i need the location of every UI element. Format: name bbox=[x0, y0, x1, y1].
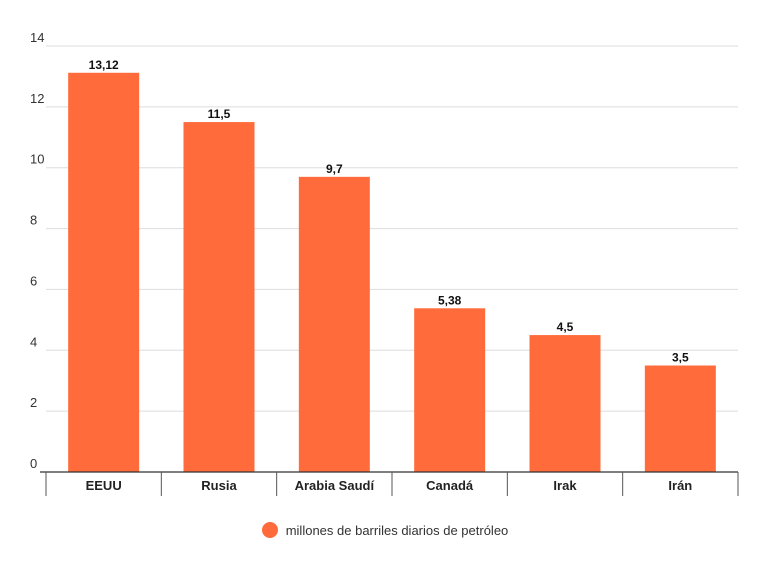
data-label: 3,5 bbox=[672, 351, 689, 365]
x-axis: EEUU Rusia Arabia Saudí Canadá Irak Irán bbox=[40, 471, 739, 496]
legend-label: millones de barriles diarios de petróleo bbox=[285, 522, 509, 538]
x-tick-label: Irak bbox=[553, 478, 577, 493]
data-label: 5,38 bbox=[438, 293, 462, 307]
y-tick-label: 14 bbox=[30, 30, 44, 45]
y-tick-label: 12 bbox=[30, 91, 44, 106]
y-tick-label: 0 bbox=[30, 456, 37, 471]
data-labels: 13,12 11,5 9,7 5,38 4,5 3,5 bbox=[89, 58, 689, 365]
data-label: 11,5 bbox=[208, 107, 231, 121]
legend-swatch bbox=[261, 522, 278, 538]
bar[interactable] bbox=[298, 176, 370, 473]
x-tick-label: Canadá bbox=[426, 478, 474, 493]
y-tick-label: 2 bbox=[30, 395, 37, 410]
y-tick-label: 6 bbox=[30, 273, 37, 288]
x-tick-label: EEUU bbox=[86, 478, 122, 493]
data-label: 13,12 bbox=[89, 58, 119, 72]
gridlines bbox=[46, 45, 738, 412]
bar[interactable] bbox=[68, 72, 140, 472]
bar[interactable] bbox=[644, 365, 716, 473]
data-label: 4,5 bbox=[557, 320, 574, 334]
bar[interactable] bbox=[414, 308, 486, 472]
x-tick-label: Irán bbox=[668, 478, 692, 493]
y-tick-label: 10 bbox=[30, 152, 44, 167]
y-tick-label: 4 bbox=[30, 334, 37, 349]
y-axis-ticks: 0 2 4 6 8 10 12 14 bbox=[30, 30, 44, 471]
legend: millones de barriles diarios de petróleo bbox=[0, 518, 770, 542]
bars bbox=[68, 72, 716, 473]
x-tick-label: Arabia Saudí bbox=[295, 478, 375, 493]
bar[interactable] bbox=[529, 335, 601, 472]
legend-item[interactable]: millones de barriles diarios de petróleo bbox=[261, 522, 509, 538]
y-tick-label: 8 bbox=[30, 213, 37, 228]
bar[interactable] bbox=[183, 122, 255, 473]
x-tick-label: Rusia bbox=[201, 478, 237, 493]
data-label: 9,7 bbox=[326, 162, 343, 176]
